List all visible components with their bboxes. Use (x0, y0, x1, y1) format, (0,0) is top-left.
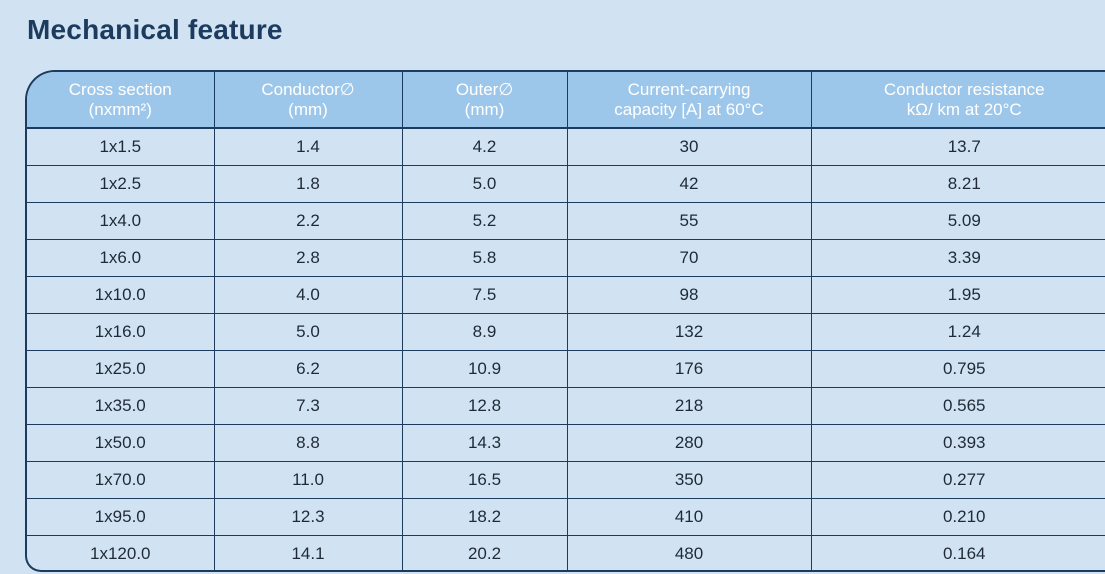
cell-conductor-diameter: 2.8 (214, 239, 403, 277)
table-row: 1x2.5 1.8 5.0 42 8.21 (27, 165, 1105, 203)
cell-conductor-diameter: 6.2 (214, 350, 403, 388)
table-row: 1x6.0 2.8 5.8 70 3.39 (27, 239, 1105, 277)
cell-outer-diameter: 5.2 (402, 202, 568, 240)
header-conductor-diameter: Conductor∅ (mm) (214, 72, 403, 129)
cell-conductor-resistance: 5.09 (811, 202, 1105, 240)
cell-conductor-diameter: 5.0 (214, 313, 403, 351)
cell-current-capacity: 55 (567, 202, 812, 240)
cell-cross-section: 1x16.0 (27, 313, 215, 351)
data-table-container: Cross section (nxmm²) Conductor∅ (mm) Ou… (25, 70, 1105, 572)
cell-cross-section: 1x1.5 (27, 128, 215, 166)
cell-cross-section: 1x120.0 (27, 535, 215, 570)
cell-conductor-resistance: 0.277 (811, 461, 1105, 499)
header-conductor-resistance: Conductor resistance kΩ/ km at 20°C (811, 72, 1105, 129)
cell-outer-diameter: 18.2 (402, 498, 568, 536)
table-row: 1x4.0 2.2 5.2 55 5.09 (27, 202, 1105, 240)
cell-conductor-diameter: 14.1 (214, 535, 403, 570)
cell-current-capacity: 280 (567, 424, 812, 462)
table-header-row: Cross section (nxmm²) Conductor∅ (mm) Ou… (27, 72, 1105, 129)
cell-outer-diameter: 5.0 (402, 165, 568, 203)
header-cross-section: Cross section (nxmm²) (27, 72, 215, 129)
table-row: 1x95.0 12.3 18.2 410 0.210 (27, 498, 1105, 536)
header-line: capacity [A] at 60°C (614, 99, 764, 119)
cell-conductor-resistance: 0.393 (811, 424, 1105, 462)
cell-conductor-resistance: 1.95 (811, 276, 1105, 314)
table-row: 1x25.0 6.2 10.9 176 0.795 (27, 350, 1105, 388)
cell-outer-diameter: 20.2 (402, 535, 568, 570)
cell-conductor-diameter: 11.0 (214, 461, 403, 499)
cell-current-capacity: 480 (567, 535, 812, 570)
table-row: 1x10.0 4.0 7.5 98 1.95 (27, 276, 1105, 314)
cell-current-capacity: 176 (567, 350, 812, 388)
cell-conductor-resistance: 8.21 (811, 165, 1105, 203)
cell-conductor-resistance: 0.164 (942, 543, 986, 563)
mechanical-feature-table: Cross section (nxmm²) Conductor∅ (mm) Ou… (27, 72, 1105, 570)
cell-outer-diameter: 7.5 (402, 276, 568, 314)
cell-outer-diameter: 8.9 (402, 313, 568, 351)
header-line: (mm) (288, 99, 328, 119)
cell-cross-section: 1x70.0 (27, 461, 215, 499)
header-line: kΩ/ km at 20°C (906, 99, 1022, 119)
cell-conductor-diameter: 7.3 (214, 387, 403, 425)
cell-cross-section: 1x10.0 (27, 276, 215, 314)
cell-cross-section: 1x95.0 (27, 498, 215, 536)
cell-conductor-resistance: 0.795 (811, 350, 1105, 388)
cell-cross-section: 1x4.0 (27, 202, 215, 240)
table-row: 1x16.0 5.0 8.9 132 1.24 (27, 313, 1105, 351)
cell-cross-section: 1x25.0 (27, 350, 215, 388)
cell-conductor-diameter: 8.8 (214, 424, 403, 462)
cell-cross-section: 1x35.0 (27, 387, 215, 425)
cell-current-capacity: 350 (567, 461, 812, 499)
header-outer-diameter: Outer∅ (mm) (402, 72, 568, 129)
cell-conductor-resistance: 1.24 (811, 313, 1105, 351)
cell-conductor-resistance: 13.7 (811, 128, 1105, 166)
cell-conductor-resistance: 0.565 (811, 387, 1105, 425)
cell-conductor-diameter: 1.4 (214, 128, 403, 166)
cell-current-capacity: 132 (567, 313, 812, 351)
table-row: 1x50.0 8.8 14.3 280 0.393 (27, 424, 1105, 462)
cell-outer-diameter: 5.8 (402, 239, 568, 277)
table-row: 1x35.0 7.3 12.8 218 0.565 (27, 387, 1105, 425)
cell-current-capacity: 70 (567, 239, 812, 277)
cell-cross-section: 1x50.0 (27, 424, 215, 462)
cell-conductor-diameter: 4.0 (214, 276, 403, 314)
cell-outer-diameter: 12.8 (402, 387, 568, 425)
cell-current-capacity: 42 (567, 165, 812, 203)
header-line: Outer∅ (455, 79, 514, 99)
header-line: (nxmm²) (88, 99, 152, 119)
cell-outer-diameter: 16.5 (402, 461, 568, 499)
cell-current-capacity: 98 (567, 276, 812, 314)
table-row: 1x120.0 14.1 20.2 480 0.164 (27, 535, 1105, 570)
cell-conductor-diameter: 12.3 (214, 498, 403, 536)
cell-cross-section: 1x6.0 (27, 239, 215, 277)
cell-conductor-diameter: 2.2 (214, 202, 403, 240)
cell-conductor-resistance: 0.210 (811, 498, 1105, 536)
cell-outer-diameter: 14.3 (402, 424, 568, 462)
header-line: (mm) (464, 99, 505, 119)
cell-conductor-resistance: 3.39 (811, 239, 1105, 277)
page-title: Mechanical feature (27, 14, 283, 45)
header-line: Conductor∅ (261, 79, 355, 99)
cell-outer-diameter: 10.9 (402, 350, 568, 388)
header-current-capacity: Current-carrying capacity [A] at 60°C (567, 72, 812, 129)
cell-outer-diameter: 4.2 (402, 128, 568, 166)
header-line: Current-carrying (627, 79, 751, 99)
header-line: Conductor resistance (883, 79, 1045, 99)
cell-current-capacity: 218 (567, 387, 812, 425)
cell-current-capacity: 410 (567, 498, 812, 536)
cell-conductor-diameter: 1.8 (214, 165, 403, 203)
header-line: Cross section (68, 79, 172, 99)
table-row: 1x70.0 11.0 16.5 350 0.277 (27, 461, 1105, 499)
cell-cross-section: 1x2.5 (27, 165, 215, 203)
cell-current-capacity: 30 (567, 128, 812, 166)
table-row: 1x1.5 1.4 4.2 30 13.7 (27, 128, 1105, 166)
